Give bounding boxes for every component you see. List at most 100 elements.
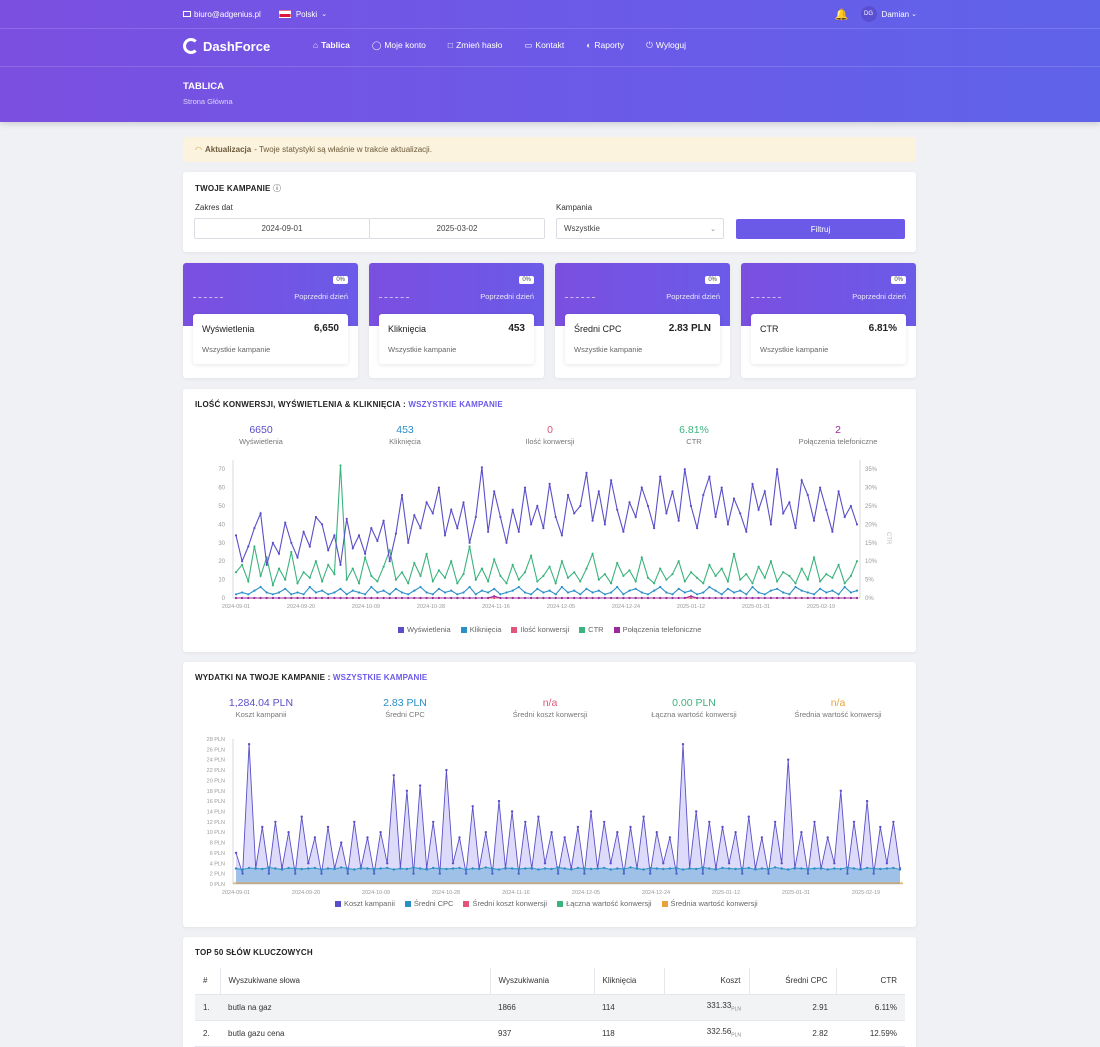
data-point <box>831 576 834 579</box>
legend-item[interactable]: Ilość konwersji <box>511 625 569 634</box>
campaign-filter-link[interactable]: WSZYSTKIE KAMPANIE <box>332 673 428 682</box>
x-tick-label: 2024-10-28 <box>432 890 460 896</box>
data-point <box>589 810 593 813</box>
data-point <box>855 523 859 526</box>
y2-tick-label: 10% <box>865 559 878 565</box>
data-point <box>537 815 540 818</box>
data-point <box>394 532 397 535</box>
data-point <box>653 596 656 600</box>
info-icon[interactable]: ⓘ <box>272 184 282 193</box>
data-point <box>573 512 576 515</box>
contact-email[interactable]: biuro@adgenius.pl <box>194 9 261 19</box>
x-tick-label: 2025-02-19 <box>807 604 835 610</box>
nav-tablica[interactable]: ⌂ Tablica <box>313 40 350 50</box>
data-point <box>413 589 416 592</box>
data-point <box>543 867 547 870</box>
breadcrumb[interactable]: Strona Główna <box>183 97 233 106</box>
prev-day-label: Poprzedni dzień <box>480 292 534 301</box>
data-point <box>241 591 244 594</box>
kpi-card-cpc: 0% Poprzedni dzień Średni CPC 2.83 PLN Wszy… <box>555 263 730 378</box>
data-point <box>548 596 551 600</box>
nav-wyloguj[interactable]: ⏻ Wyloguj <box>646 40 687 50</box>
poland-flag-icon <box>278 10 291 18</box>
x-tick-label: 2025-01-31 <box>742 604 770 610</box>
campaign-filter-link[interactable]: WSZYSTKIE KAMPANIE <box>408 400 503 409</box>
cell-rank: 1. <box>195 994 220 1021</box>
data-point <box>364 596 367 600</box>
data-point <box>714 574 717 577</box>
data-point <box>379 831 382 834</box>
data-point <box>745 596 748 600</box>
data-point <box>603 523 606 526</box>
data-point <box>696 593 699 596</box>
data-point <box>769 589 773 592</box>
y-tick-label: 16 PLN <box>207 799 225 805</box>
data-point <box>819 486 822 489</box>
legend-item[interactable]: Wyświetlenia <box>398 625 451 634</box>
data-point <box>701 866 704 869</box>
data-point <box>806 872 810 875</box>
data-point <box>675 872 678 875</box>
data-point <box>849 574 853 577</box>
data-point <box>616 561 619 565</box>
legend-item[interactable]: Kliknięcia <box>460 625 501 634</box>
data-point <box>751 482 754 485</box>
col-header[interactable]: Kliknięcia <box>594 968 665 995</box>
col-header[interactable]: Koszt <box>664 968 750 995</box>
data-point <box>757 596 760 600</box>
bell-icon[interactable]: 🔔 <box>834 8 849 21</box>
data-point <box>788 596 791 600</box>
legend-item[interactable]: Średni koszt konwersji <box>463 899 547 908</box>
legend-item[interactable]: CTR <box>579 625 604 634</box>
x-tick-label: 2024-09-20 <box>292 890 320 896</box>
data-point <box>833 862 836 865</box>
legend-item[interactable]: Koszt kampanii <box>335 899 395 908</box>
data-point <box>357 596 361 600</box>
data-point <box>603 596 606 600</box>
data-point <box>382 596 385 600</box>
col-header[interactable]: CTR <box>836 968 905 995</box>
data-point <box>806 591 809 594</box>
col-header[interactable]: # <box>195 968 221 995</box>
date-from-input[interactable]: 2024-09-01 <box>194 218 370 239</box>
data-point <box>351 596 354 600</box>
date-to-input[interactable]: 2025-03-02 <box>369 218 545 239</box>
data-point <box>825 508 828 511</box>
data-point <box>819 580 822 583</box>
data-point <box>405 867 409 871</box>
nav-moje-konto[interactable]: ◯ Moje konto <box>371 40 426 50</box>
data-point <box>458 866 461 870</box>
filter-button[interactable]: Filtruj <box>736 219 905 239</box>
data-point <box>517 578 520 581</box>
card-title: TWOJE KAMPANIE ⓘ <box>195 184 282 193</box>
data-point <box>696 596 699 600</box>
brand-logo[interactable]: DashForce <box>183 38 270 54</box>
language-select[interactable]: Polski <box>295 9 318 19</box>
data-point <box>628 596 631 600</box>
data-point <box>379 867 382 870</box>
data-point <box>865 799 869 803</box>
data-point <box>800 567 803 570</box>
user-menu[interactable]: Damian <box>881 9 910 19</box>
campaign-select[interactable]: Wszystkie ⌄ <box>556 218 724 239</box>
data-point <box>474 593 477 596</box>
series-line <box>235 467 858 566</box>
legend-item[interactable]: Średni CPC <box>404 899 453 908</box>
col-header[interactable]: Wyszukiwane słowa <box>220 968 491 995</box>
col-header[interactable]: Wyszukiwania <box>490 968 595 995</box>
y-tick-label: 12 PLN <box>207 820 225 826</box>
data-point <box>497 799 501 803</box>
kpi-value: 6,650 <box>313 323 339 334</box>
col-header[interactable]: Średni CPC <box>749 968 837 995</box>
legend-item[interactable]: Średnia wartość konwersji <box>661 899 758 908</box>
nav-zmien-haslo[interactable]: □ Zmień hasło <box>447 40 503 50</box>
data-point <box>622 872 626 875</box>
avatar[interactable]: DG <box>860 6 877 22</box>
nav-kontakt[interactable]: ▭ Kontakt <box>524 40 565 50</box>
data-point <box>345 578 348 581</box>
nav-raporty[interactable]: ◐ Raporty <box>586 40 625 50</box>
data-point <box>438 867 441 870</box>
legend-item[interactable]: Połączenia telefoniczne <box>613 625 701 634</box>
legend-item[interactable]: Łączna wartość konwersji <box>557 899 652 908</box>
prev-day-label: Poprzedni dzień <box>666 292 720 301</box>
